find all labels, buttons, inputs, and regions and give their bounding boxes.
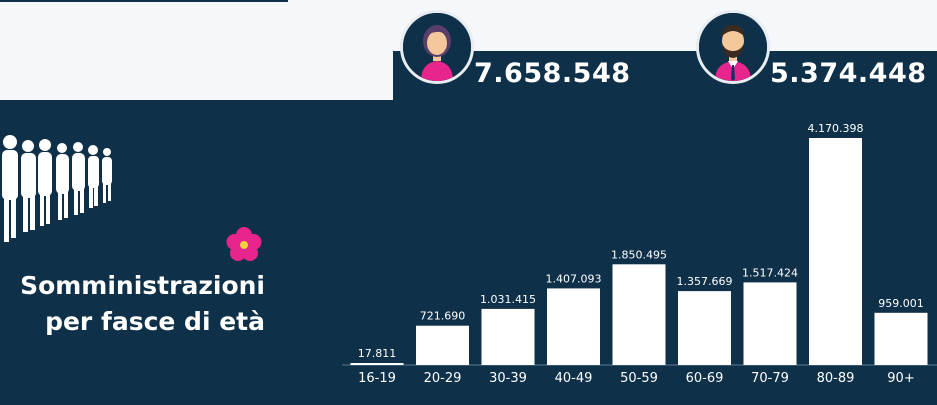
- bar-value-label: 4.170.398: [808, 122, 864, 135]
- bar-value-label: 721.690: [420, 310, 466, 323]
- header-strip: [393, 51, 937, 101]
- bar-value-label: 17.811: [358, 347, 397, 360]
- chart-title: Somministrazioni per fasce di età: [20, 268, 265, 340]
- x-tick-label: 80-89: [817, 371, 855, 386]
- x-tick-label: 60-69: [686, 371, 724, 386]
- bar-60-69: [678, 291, 731, 365]
- bar-value-label: 1.357.669: [677, 275, 733, 288]
- bar-value-label: 959.001: [878, 297, 924, 310]
- bar-value-label: 1.031.415: [480, 293, 536, 306]
- top-rule: [0, 0, 288, 2]
- chart-title-line1: Somministrazioni: [20, 271, 265, 300]
- bar-16-19: [350, 363, 404, 365]
- bar-50-59: [612, 264, 666, 365]
- bar-value-label: 1.407.093: [546, 272, 602, 285]
- x-tick-label: 40-49: [555, 371, 593, 386]
- bar-value-label: 1.517.424: [742, 266, 798, 279]
- x-tick-label: 30-39: [489, 371, 527, 386]
- x-tick-label: 20-29: [424, 371, 462, 386]
- woman-avatar-icon: [400, 10, 474, 84]
- female-total: 7.658.548: [474, 58, 631, 89]
- chart-title-line2: per fasce di età: [45, 307, 265, 336]
- man-avatar-icon: [696, 10, 770, 84]
- bar-20-29: [416, 325, 469, 365]
- x-tick-label: 16-19: [358, 371, 396, 386]
- x-tick-label: 50-59: [620, 371, 658, 386]
- bar-40-49: [547, 288, 600, 365]
- pink-primula-flower-icon: [226, 227, 262, 261]
- male-total: 5.374.448: [770, 58, 927, 89]
- bar-value-label: 1.850.495: [611, 248, 667, 261]
- bar-30-39: [481, 308, 535, 365]
- bar-80-89: [809, 138, 862, 365]
- bar-70-79: [743, 282, 797, 365]
- bar-90+: [874, 312, 928, 365]
- x-tick-label: 90+: [887, 371, 914, 386]
- x-tick-label: 70-79: [751, 371, 789, 386]
- crowd-of-people-icon: [2, 135, 112, 242]
